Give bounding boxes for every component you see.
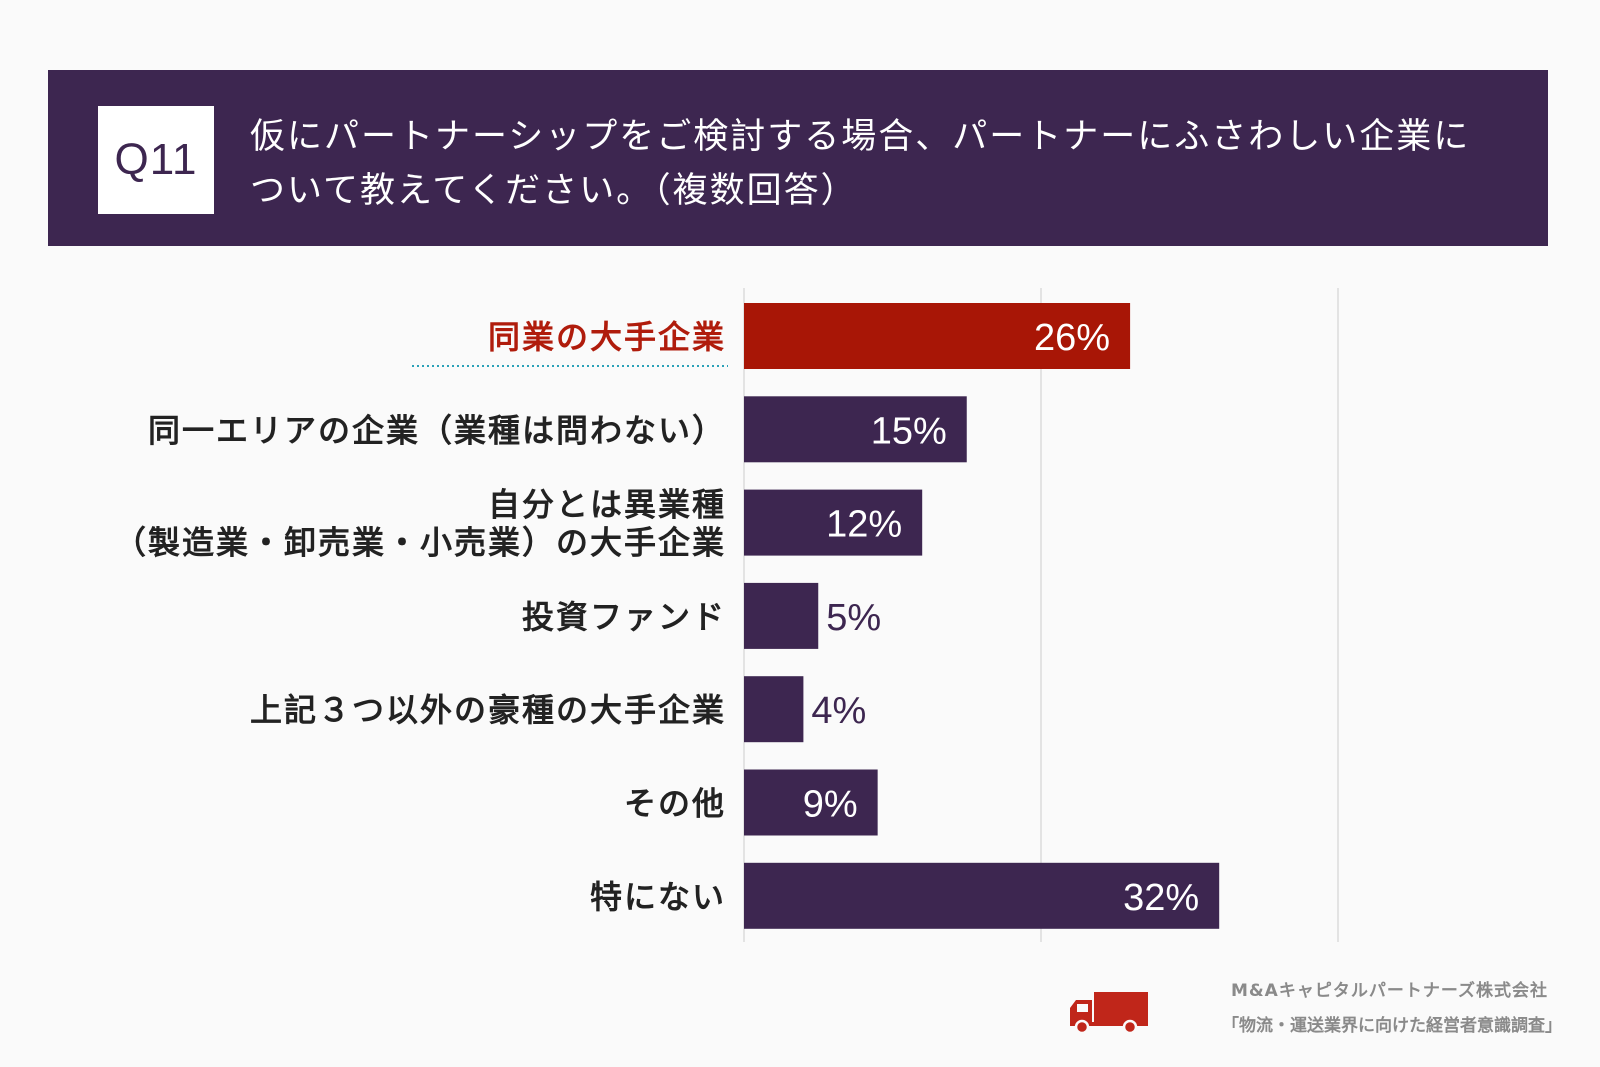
footer-company: M&Aキャピタルパートナーズ株式会社 <box>1230 981 1548 1001</box>
category-label-5-0: その他 <box>624 785 726 823</box>
category-label-2-0: 自分とは異業種 <box>488 486 726 524</box>
bar-2 <box>744 489 923 556</box>
question-text: 仮にパートナーシップをご検討する場合、パートナーにふさわしい企業に ついて教えて… <box>250 110 1520 218</box>
value-label-6: 32% <box>1123 877 1199 919</box>
bar-6 <box>744 862 1220 929</box>
category-label-6-0: 特にない <box>590 878 726 916</box>
question-text-line1: 仮にパートナーシップをご検討する場合、パートナーにふさわしい企業に <box>250 117 1471 157</box>
value-label-4: 4% <box>811 690 866 732</box>
value-label-3: 5% <box>826 597 881 639</box>
category-label-4-0: 上記３つ以外の豪種の大手企業 <box>250 691 726 729</box>
value-label-2: 12% <box>826 504 902 546</box>
value-label-5: 9% <box>803 784 858 826</box>
bar-0 <box>744 303 1131 369</box>
question-header: Q11 仮にパートナーシップをご検討する場合、パートナーにふさわしい企業に つい… <box>48 70 1548 246</box>
bar-1 <box>744 396 967 463</box>
category-label-1-0: 同一エリアの企業（業種は問わない） <box>148 411 726 449</box>
value-label-1: 15% <box>871 410 947 452</box>
bar-3 <box>744 582 819 649</box>
category-label-3-0: 投資ファンド <box>522 598 726 636</box>
question-number-badge: Q11 <box>98 106 214 214</box>
category-label-2-1: （製造業・卸売業・小売業）の大手企業 <box>114 524 726 562</box>
footer-survey-title: 「物流・運送業界に向けた経営者意識調査」 <box>1222 1016 1562 1036</box>
bar-4 <box>744 676 804 743</box>
value-label-0: 26% <box>1034 317 1110 359</box>
truck-icon <box>1070 992 1148 1035</box>
bar-5 <box>744 769 878 836</box>
question-text-line2: ついて教えてください。（複数回答） <box>250 171 858 211</box>
category-label-0-0: 同業の大手企業 <box>488 318 726 356</box>
